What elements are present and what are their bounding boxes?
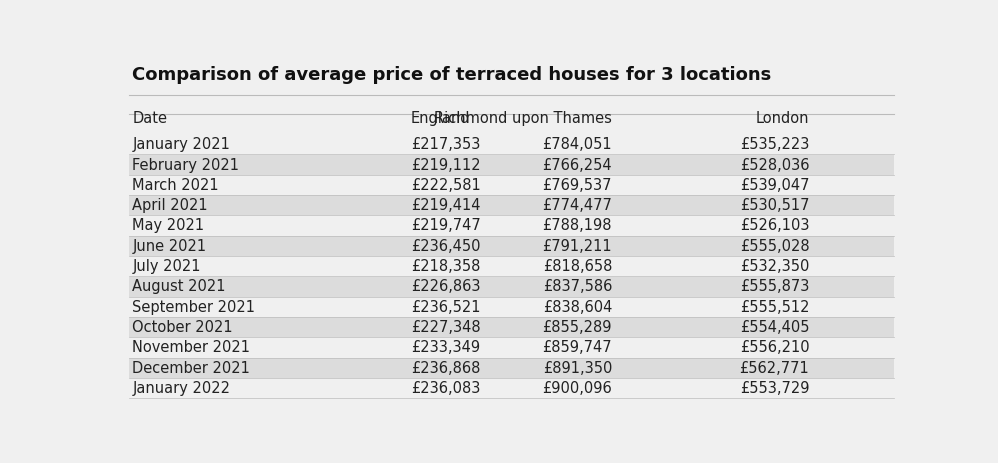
FancyBboxPatch shape	[129, 317, 894, 337]
Text: £891,350: £891,350	[543, 361, 612, 376]
Text: £554,405: £554,405	[740, 320, 809, 335]
Text: £555,028: £555,028	[740, 239, 809, 254]
Text: April 2021: April 2021	[133, 198, 209, 213]
Text: £535,223: £535,223	[740, 137, 809, 152]
Text: London: London	[755, 111, 809, 126]
FancyBboxPatch shape	[129, 276, 894, 297]
FancyBboxPatch shape	[129, 236, 894, 256]
FancyBboxPatch shape	[129, 155, 894, 175]
Text: July 2021: July 2021	[133, 259, 201, 274]
FancyBboxPatch shape	[129, 175, 894, 195]
Text: £838,604: £838,604	[543, 300, 612, 315]
Text: £539,047: £539,047	[740, 178, 809, 193]
Text: £526,103: £526,103	[740, 219, 809, 233]
Text: August 2021: August 2021	[133, 280, 226, 294]
Text: £553,729: £553,729	[740, 381, 809, 396]
Text: £227,348: £227,348	[411, 320, 481, 335]
FancyBboxPatch shape	[129, 338, 894, 357]
FancyBboxPatch shape	[129, 134, 894, 154]
Text: £562,771: £562,771	[740, 361, 809, 376]
Text: £837,586: £837,586	[543, 280, 612, 294]
Text: £219,112: £219,112	[411, 157, 481, 173]
Text: £233,349: £233,349	[411, 340, 480, 356]
FancyBboxPatch shape	[129, 216, 894, 236]
Text: £555,873: £555,873	[740, 280, 809, 294]
Text: £222,581: £222,581	[411, 178, 481, 193]
Text: £532,350: £532,350	[740, 259, 809, 274]
Text: £219,747: £219,747	[411, 219, 481, 233]
Text: May 2021: May 2021	[133, 219, 205, 233]
Text: Date: Date	[133, 111, 168, 126]
Text: December 2021: December 2021	[133, 361, 250, 376]
Text: £859,747: £859,747	[542, 340, 612, 356]
Text: £236,868: £236,868	[411, 361, 480, 376]
Text: £236,521: £236,521	[411, 300, 480, 315]
Text: £236,083: £236,083	[411, 381, 480, 396]
Text: £226,863: £226,863	[411, 280, 480, 294]
Text: £217,353: £217,353	[411, 137, 480, 152]
Text: England: England	[411, 111, 470, 126]
Text: September 2021: September 2021	[133, 300, 255, 315]
Text: £766,254: £766,254	[542, 157, 612, 173]
Text: £555,512: £555,512	[740, 300, 809, 315]
FancyBboxPatch shape	[129, 378, 894, 398]
Text: £788,198: £788,198	[543, 219, 612, 233]
FancyBboxPatch shape	[129, 358, 894, 378]
Text: £556,210: £556,210	[740, 340, 809, 356]
Text: £818,658: £818,658	[543, 259, 612, 274]
Text: £530,517: £530,517	[740, 198, 809, 213]
Text: October 2021: October 2021	[133, 320, 234, 335]
Text: £900,096: £900,096	[542, 381, 612, 396]
Text: £218,358: £218,358	[411, 259, 480, 274]
Text: January 2021: January 2021	[133, 137, 231, 152]
FancyBboxPatch shape	[129, 297, 894, 317]
Text: January 2022: January 2022	[133, 381, 231, 396]
Text: November 2021: November 2021	[133, 340, 250, 356]
Text: Comparison of average price of terraced houses for 3 locations: Comparison of average price of terraced …	[133, 66, 771, 84]
Text: Richmond upon Thames: Richmond upon Thames	[434, 111, 612, 126]
Text: £791,211: £791,211	[542, 239, 612, 254]
Text: £855,289: £855,289	[543, 320, 612, 335]
Text: £774,477: £774,477	[542, 198, 612, 213]
Text: March 2021: March 2021	[133, 178, 220, 193]
Text: £769,537: £769,537	[543, 178, 612, 193]
FancyBboxPatch shape	[129, 195, 894, 215]
Text: £236,450: £236,450	[411, 239, 480, 254]
Text: £219,414: £219,414	[411, 198, 480, 213]
Text: £784,051: £784,051	[542, 137, 612, 152]
Text: June 2021: June 2021	[133, 239, 207, 254]
Text: February 2021: February 2021	[133, 157, 240, 173]
FancyBboxPatch shape	[129, 257, 894, 276]
Text: £528,036: £528,036	[740, 157, 809, 173]
